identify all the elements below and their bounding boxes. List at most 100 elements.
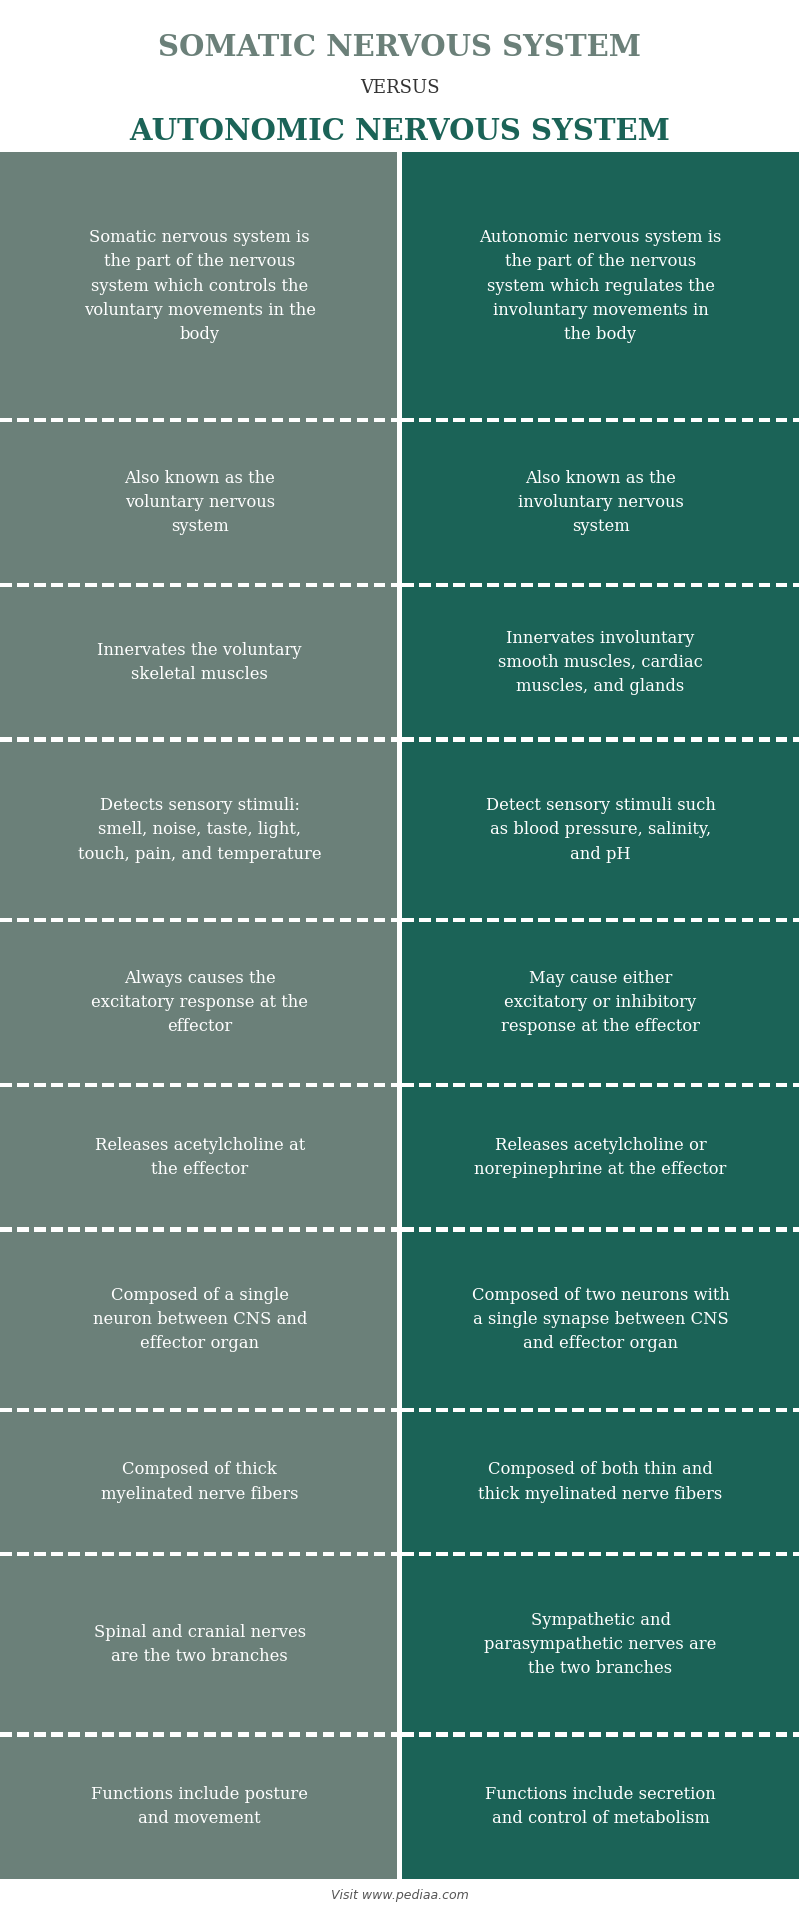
- Bar: [606, 1552, 618, 1556]
- Bar: [572, 583, 583, 587]
- Bar: [68, 419, 79, 422]
- Bar: [487, 1227, 499, 1233]
- Bar: [323, 1552, 335, 1556]
- Bar: [742, 1084, 753, 1087]
- Bar: [204, 917, 216, 923]
- Text: Also known as the
voluntary nervous
system: Also known as the voluntary nervous syst…: [125, 470, 275, 535]
- Bar: [640, 917, 651, 923]
- Bar: [391, 583, 397, 587]
- Bar: [504, 1408, 515, 1412]
- Bar: [776, 1733, 788, 1737]
- Bar: [170, 738, 181, 741]
- Bar: [793, 917, 799, 923]
- Text: Always causes the
excitatory response at the
effector: Always causes the excitatory response at…: [91, 971, 308, 1036]
- Bar: [555, 1733, 566, 1737]
- Bar: [589, 1552, 601, 1556]
- Bar: [221, 419, 233, 422]
- Bar: [538, 1227, 550, 1233]
- Bar: [657, 419, 669, 422]
- Bar: [102, 1552, 113, 1556]
- Bar: [221, 583, 233, 587]
- Bar: [504, 419, 515, 422]
- Bar: [51, 917, 62, 923]
- Bar: [340, 583, 352, 587]
- Text: Autonomic nervous system is
the part of the nervous
system which regulates the
i: Autonomic nervous system is the part of …: [479, 229, 721, 342]
- Bar: [85, 1733, 97, 1737]
- Bar: [17, 1084, 29, 1087]
- Bar: [221, 917, 233, 923]
- Bar: [136, 1084, 148, 1087]
- Bar: [640, 1408, 651, 1412]
- Bar: [708, 917, 720, 923]
- Bar: [306, 738, 317, 741]
- Bar: [374, 1552, 385, 1556]
- Bar: [674, 1552, 686, 1556]
- Text: Detects sensory stimuli:
smell, noise, taste, light,
touch, pain, and temperatur: Detects sensory stimuli: smell, noise, t…: [78, 797, 321, 862]
- Bar: [725, 583, 737, 587]
- Bar: [153, 419, 165, 422]
- Bar: [436, 1552, 447, 1556]
- Bar: [153, 917, 165, 923]
- Text: Functions include secretion
and control of metabolism: Functions include secretion and control …: [485, 1787, 716, 1827]
- Bar: [555, 738, 566, 741]
- Bar: [34, 738, 46, 741]
- Bar: [708, 1733, 720, 1737]
- Bar: [402, 583, 414, 587]
- Bar: [374, 1084, 385, 1087]
- Bar: [340, 419, 352, 422]
- Bar: [504, 583, 515, 587]
- Bar: [272, 738, 284, 741]
- Bar: [51, 738, 62, 741]
- Bar: [289, 917, 300, 923]
- Bar: [793, 1733, 799, 1737]
- Bar: [187, 1227, 198, 1233]
- Bar: [759, 738, 770, 741]
- Bar: [391, 738, 397, 741]
- Bar: [623, 1084, 634, 1087]
- Bar: [340, 1408, 352, 1412]
- Bar: [793, 583, 799, 587]
- Text: Visit www.pediaa.com: Visit www.pediaa.com: [331, 1890, 468, 1903]
- Bar: [221, 1084, 233, 1087]
- Bar: [691, 738, 702, 741]
- Bar: [691, 1084, 702, 1087]
- Bar: [402, 1735, 799, 1879]
- Bar: [357, 738, 368, 741]
- Bar: [504, 1084, 515, 1087]
- Bar: [402, 153, 799, 420]
- Bar: [470, 583, 482, 587]
- Bar: [102, 917, 113, 923]
- Bar: [272, 419, 284, 422]
- Bar: [555, 917, 566, 923]
- Bar: [238, 1227, 249, 1233]
- Bar: [453, 1408, 464, 1412]
- Bar: [238, 1733, 249, 1737]
- Bar: [402, 419, 414, 422]
- Bar: [0, 1554, 397, 1735]
- Bar: [17, 419, 29, 422]
- Bar: [504, 917, 515, 923]
- Bar: [402, 740, 799, 919]
- Bar: [340, 1227, 352, 1233]
- Text: Sympathetic and
parasympathetic nerves are
the two branches: Sympathetic and parasympathetic nerves a…: [484, 1611, 717, 1678]
- Bar: [357, 1552, 368, 1556]
- Bar: [374, 917, 385, 923]
- Bar: [742, 419, 753, 422]
- Bar: [119, 738, 130, 741]
- Bar: [119, 1084, 130, 1087]
- Bar: [289, 583, 300, 587]
- Bar: [391, 1227, 397, 1233]
- Bar: [0, 919, 397, 1085]
- Bar: [187, 583, 198, 587]
- Bar: [521, 1227, 532, 1233]
- Bar: [538, 1084, 550, 1087]
- Bar: [640, 1227, 651, 1233]
- Bar: [51, 1084, 62, 1087]
- Bar: [272, 1227, 284, 1233]
- Bar: [374, 1408, 385, 1412]
- Bar: [85, 1408, 97, 1412]
- Bar: [204, 1733, 216, 1737]
- Bar: [102, 583, 113, 587]
- Bar: [725, 1733, 737, 1737]
- Bar: [487, 1084, 499, 1087]
